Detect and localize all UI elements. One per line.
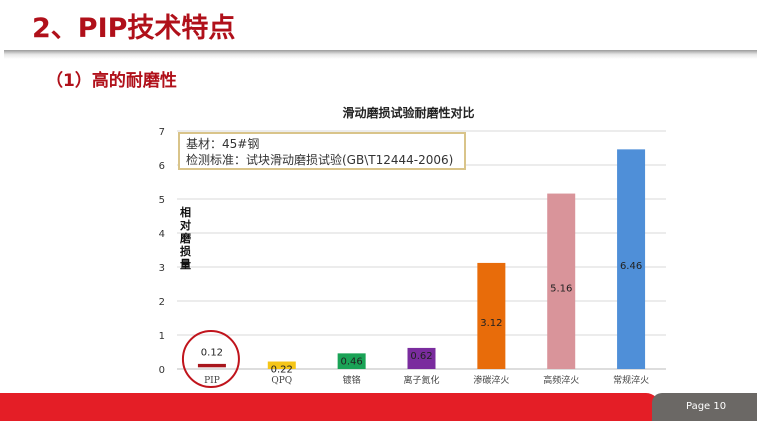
chart-note-box: 基材：45#钢 检测标准：试块滑动磨损试验(GB\T12444-2006) (178, 132, 466, 170)
data-label: 0.62 (410, 351, 432, 362)
y-tick-label: 1 (159, 331, 165, 342)
data-label: 0.22 (271, 365, 293, 376)
bar-高频淬火 (547, 193, 576, 369)
footer-bar (0, 393, 660, 421)
data-label: 6.46 (620, 261, 642, 272)
data-label: 0.46 (341, 356, 363, 367)
chart-title: 滑动磨损试验耐磨性对比 (342, 106, 475, 120)
bar-QPQ (267, 361, 296, 369)
y-tick-label: 5 (159, 195, 165, 206)
data-label: 5.16 (550, 283, 572, 294)
y-tick-label: 0 (159, 365, 165, 376)
slide-title: 2、PIP技术特点 (32, 13, 236, 44)
x-tick-label: QPQ (271, 376, 292, 386)
data-label: 0.12 (201, 347, 223, 358)
bar-离子氮化 (407, 347, 436, 369)
x-tick-label: PIP (204, 376, 220, 386)
page-number: Page 10 (652, 393, 757, 421)
bar-PIP (197, 363, 226, 368)
note-substrate: 基材：45#钢 (186, 137, 260, 151)
bar-镀铬 (337, 353, 366, 369)
x-tick-label: 高频淬火 (543, 374, 579, 386)
y-tick-label: 2 (159, 297, 165, 308)
y-tick-label: 6 (159, 161, 165, 172)
x-tick-label: 镀铬 (343, 374, 361, 386)
title-divider (4, 50, 757, 59)
y-tick-label: 3 (159, 263, 165, 274)
highlight-circle (181, 330, 240, 388)
x-tick-label: 常规淬火 (613, 374, 649, 386)
bar-常规淬火 (617, 149, 646, 369)
y-axis-label: 相对磨损量 (180, 206, 191, 271)
y-tick-label: 4 (159, 229, 165, 240)
bar-渗碳淬火 (477, 262, 506, 369)
note-standard: 检测标准：试块滑动磨损试验(GB\T12444-2006) (186, 153, 454, 167)
x-tick-label: 渗碳淬火 (473, 374, 509, 386)
slide-subtitle: （1）高的耐磨性 (46, 71, 177, 91)
y-tick-label: 7 (159, 127, 165, 138)
x-tick-label: 离子氮化 (403, 374, 439, 386)
data-label: 3.12 (480, 318, 502, 329)
